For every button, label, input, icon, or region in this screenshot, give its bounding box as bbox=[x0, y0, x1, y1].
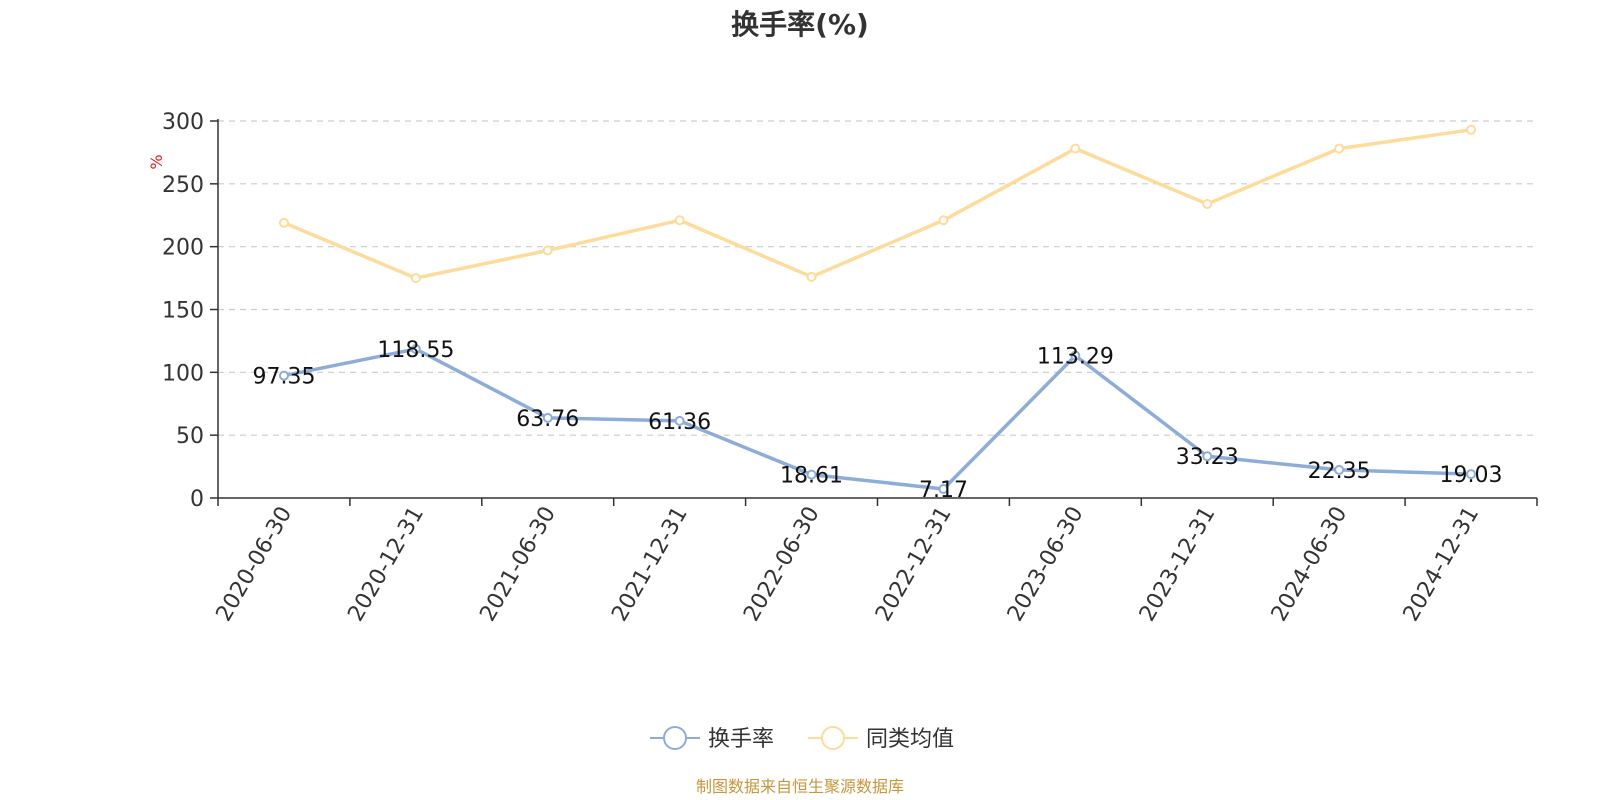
data-point bbox=[806, 271, 817, 282]
data-point bbox=[278, 370, 289, 381]
x-tick-label: 2023-12-31 bbox=[1135, 503, 1221, 626]
data-label: 118.55 bbox=[377, 338, 454, 363]
x-tick-label: 2022-06-30 bbox=[739, 503, 825, 626]
y-tick-label: 200 bbox=[162, 236, 204, 261]
series-line bbox=[283, 347, 1472, 491]
data-label: 113.29 bbox=[1037, 345, 1114, 370]
data-point bbox=[1334, 143, 1345, 154]
legend-label: 换手率 bbox=[708, 727, 774, 752]
data-source-note: 制图数据来自恒生聚源数据库 bbox=[696, 777, 904, 796]
legend-item[interactable]: 换手率 bbox=[650, 726, 774, 752]
data-point bbox=[1202, 451, 1213, 462]
data-point bbox=[542, 412, 553, 423]
chart-title: 换手率(%) bbox=[731, 8, 869, 41]
y-tick-label: 300 bbox=[162, 110, 204, 135]
data-point bbox=[278, 217, 289, 228]
data-label: 61.36 bbox=[648, 410, 711, 435]
x-tick-label: 2022-12-31 bbox=[871, 503, 957, 626]
data-label: 33.23 bbox=[1176, 445, 1239, 470]
data-point bbox=[410, 344, 421, 355]
data-label: 7.17 bbox=[919, 478, 968, 503]
data-label: 22.35 bbox=[1308, 459, 1371, 484]
x-tick-label: 2024-12-31 bbox=[1399, 503, 1485, 626]
y-tick-label: 0 bbox=[190, 487, 204, 512]
y-tick-label: 100 bbox=[162, 361, 204, 386]
x-tick-label: 2020-12-31 bbox=[343, 503, 429, 626]
series-line bbox=[283, 128, 1472, 280]
data-point bbox=[938, 215, 949, 226]
legend-marker bbox=[821, 726, 845, 750]
y-tick-label: 250 bbox=[162, 173, 204, 198]
legend[interactable]: 换手率 同类均值 bbox=[650, 726, 954, 752]
data-label: 18.61 bbox=[780, 464, 843, 489]
data-label: 97.35 bbox=[252, 365, 315, 390]
y-axis-unit: % bbox=[147, 154, 166, 169]
data-label: 63.76 bbox=[516, 407, 579, 432]
data-labels: 97.35 118.55 63.76 61.36 18.61 7.17 113.29 33.2… bbox=[252, 338, 1502, 503]
data-point bbox=[938, 483, 949, 494]
data-point bbox=[1070, 143, 1081, 154]
x-tick-label: 2020-06-30 bbox=[212, 503, 298, 626]
data-point bbox=[1334, 464, 1345, 475]
data-point bbox=[1202, 198, 1213, 209]
data-label: 19.03 bbox=[1440, 463, 1503, 488]
data-point bbox=[1466, 124, 1477, 135]
data-point bbox=[806, 469, 817, 480]
x-tick-label: 2021-12-31 bbox=[607, 503, 693, 626]
legend-label: 同类均值 bbox=[866, 727, 954, 752]
data-point bbox=[542, 245, 553, 256]
series bbox=[278, 124, 1477, 494]
data-point bbox=[674, 415, 685, 426]
data-point bbox=[674, 215, 685, 226]
data-point bbox=[1070, 350, 1081, 361]
legend-marker bbox=[663, 726, 687, 750]
axes: 0 50 100 150 200 250 300 2020-06-30 2020-12-31 20… bbox=[162, 110, 1538, 626]
y-tick-label: 50 bbox=[176, 424, 204, 449]
legend-item[interactable]: 同类均值 bbox=[808, 726, 954, 752]
y-tick-label: 150 bbox=[162, 299, 204, 324]
data-point bbox=[1466, 469, 1477, 480]
x-tick-label: 2023-06-30 bbox=[1003, 503, 1089, 626]
x-tick-label: 2021-06-30 bbox=[475, 503, 561, 626]
x-tick-label: 2024-06-30 bbox=[1267, 503, 1353, 626]
data-point bbox=[410, 273, 421, 284]
